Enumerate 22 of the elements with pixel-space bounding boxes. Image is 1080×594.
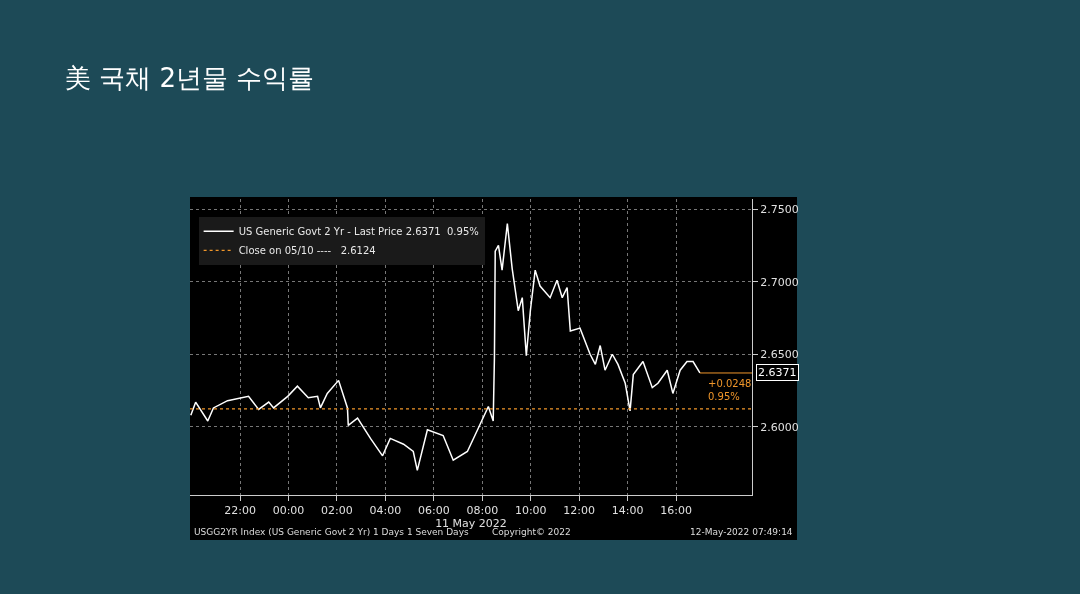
legend-label: Close on 05/10 ---- 2.6124 (238, 245, 376, 257)
x-tick-label: 00:00 (272, 504, 305, 518)
x-tick-label: 02:00 (321, 504, 353, 518)
line-series (190, 222, 701, 472)
x-tick-label: 08:00 (466, 504, 499, 518)
y-tick-label: 2.7500 (760, 203, 799, 217)
x-tick-label: 14:00 (611, 504, 644, 518)
annotation: +0.0248 0.95% (708, 378, 752, 402)
y-tick-label: 2.6500 (760, 348, 799, 362)
x-tick-label: 12:00 (563, 504, 596, 518)
y-tick-label: 2.7000 (760, 275, 799, 289)
y-tick-label: 2.6000 (760, 420, 799, 434)
chart-title: 美 국채 2년물 수익률 (65, 63, 315, 94)
text: 12-May-2022 07:49:14 (690, 527, 793, 537)
annotation: 2.6371 (758, 366, 797, 379)
x-tick-label: 10:00 (514, 504, 547, 518)
x-tick-label: 16:00 (660, 504, 692, 518)
x-tick-label: 06:00 (418, 504, 450, 518)
x-tick-label: 22:00 (224, 504, 256, 518)
x-tick-label: 04:00 (369, 504, 402, 518)
legend-label: US Generic Govt 2 Yr - Last Price 2.6371 0.95% (238, 226, 479, 238)
text: Copyright© 2022 (492, 527, 571, 537)
